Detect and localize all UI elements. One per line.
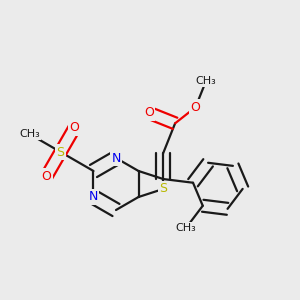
Text: S: S: [159, 182, 167, 196]
Text: N: N: [89, 190, 98, 203]
Text: O: O: [70, 121, 80, 134]
Text: N: N: [111, 152, 121, 164]
Text: CH₃: CH₃: [176, 223, 196, 233]
Text: O: O: [190, 101, 200, 114]
Text: O: O: [144, 106, 154, 119]
Text: CH₃: CH₃: [19, 129, 40, 139]
Text: CH₃: CH₃: [196, 76, 216, 86]
Text: S: S: [57, 146, 64, 158]
Text: O: O: [42, 170, 52, 183]
